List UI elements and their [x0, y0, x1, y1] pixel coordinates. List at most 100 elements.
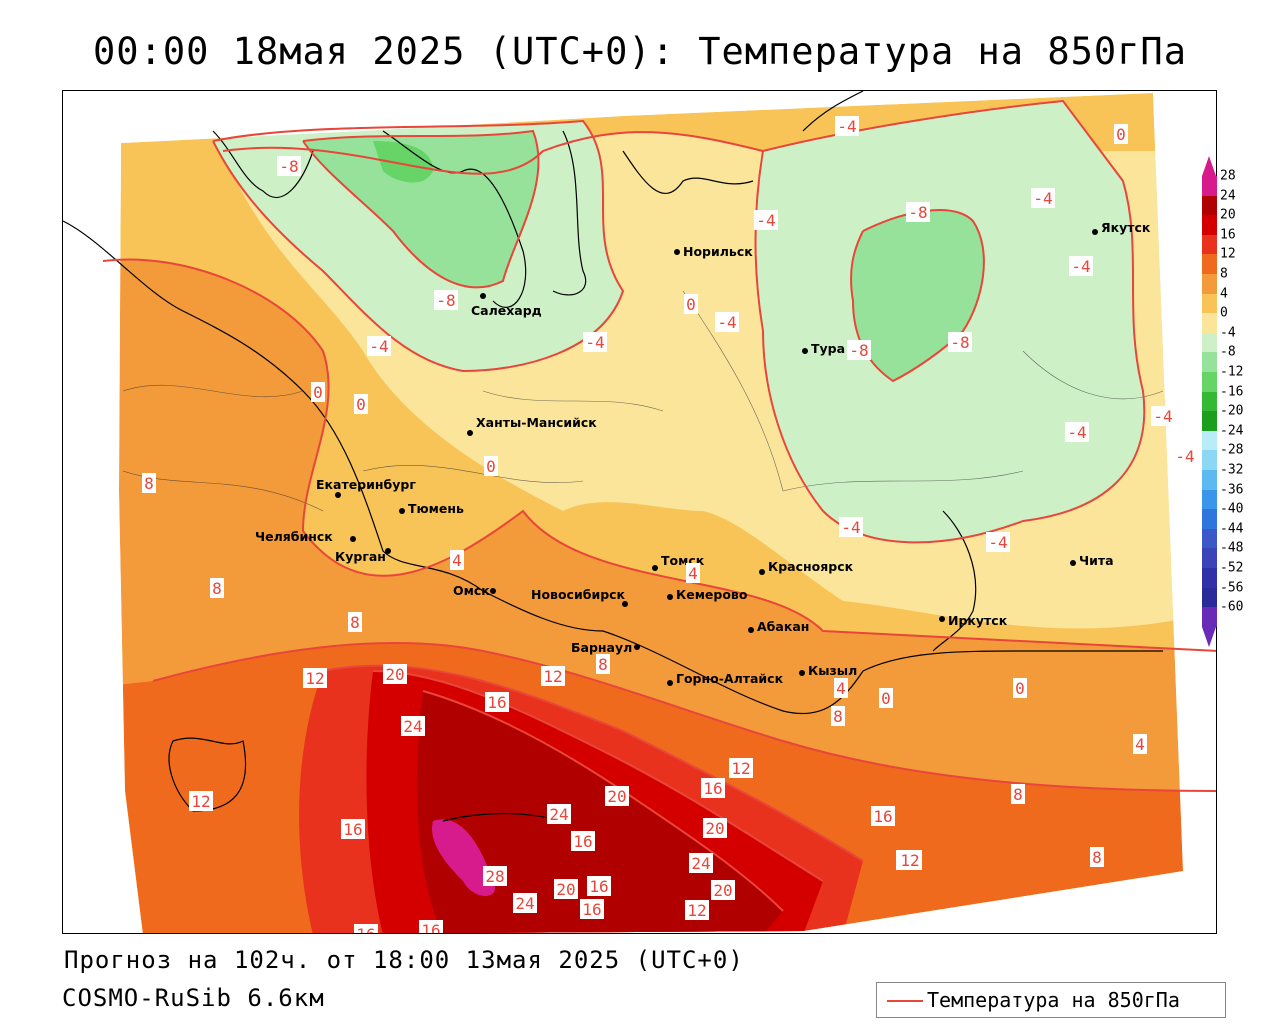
isotherm-label-box	[547, 804, 571, 824]
isotherm-label-box	[729, 758, 753, 778]
isotherm-label-box	[847, 340, 871, 360]
scale-cell	[1202, 313, 1217, 333]
isotherm-label: 16	[356, 925, 375, 934]
border-lines	[63, 91, 1163, 822]
isotherm-label: 8	[212, 579, 222, 598]
isotherm-label: 20	[556, 880, 575, 899]
svg-text:Горно-Алтайск: Горно-Алтайск	[676, 671, 784, 686]
svg-text:Екатеринбург: Екатеринбург	[316, 477, 416, 492]
scale-cell	[1202, 195, 1217, 216]
isotherm-label-box	[1031, 188, 1055, 208]
isotherm-label-box	[834, 678, 848, 698]
scale-label: -20	[1220, 403, 1244, 419]
isotherm-label: 8	[833, 707, 843, 726]
isotherm-label: -4	[1153, 407, 1172, 426]
isotherm-label-box	[348, 612, 362, 632]
scale-label: -44	[1220, 521, 1244, 537]
svg-text:Норильск: Норильск	[683, 244, 753, 259]
scale-cell	[1202, 372, 1217, 392]
scale-cell	[1202, 293, 1217, 314]
isotherm-label-box	[754, 210, 778, 230]
scale-cell	[1202, 509, 1217, 529]
isotherm-label: -4	[756, 211, 775, 230]
isotherm-label: -8	[950, 333, 969, 352]
city-markers: Салехард Норильск Якутск Тура Ханты-Манс…	[255, 220, 1151, 686]
isotherm-label: 0	[1116, 125, 1126, 144]
isotherm-label: 4	[452, 551, 462, 570]
scale-cell	[1202, 274, 1217, 294]
city-kyzyl: Кызыл	[799, 663, 857, 678]
isotherm-label-box	[189, 791, 213, 811]
legend-label: Температура на 850гПа	[927, 988, 1180, 1012]
isotherm-label-box	[419, 920, 443, 933]
isotherm-label: 0	[881, 689, 891, 708]
svg-text:Тура: Тура	[811, 341, 845, 356]
isotherm-label: -4	[717, 313, 736, 332]
scale-label: -48	[1220, 540, 1244, 556]
city-kurgan: Курган	[335, 548, 391, 564]
scale-label: 16	[1220, 227, 1236, 243]
scale-label: 12	[1220, 246, 1236, 262]
city-yakutsk: Якутск	[1092, 220, 1151, 235]
city-omsk: Омск	[453, 583, 496, 598]
svg-text:Иркутск: Иркутск	[948, 613, 1008, 628]
svg-text:Челябинск: Челябинск	[255, 529, 333, 544]
isotherm-label-box	[210, 578, 224, 598]
svg-text:Ханты-Мансийск: Ханты-Мансийск	[476, 415, 597, 430]
isotherm-label-box	[1090, 847, 1104, 867]
isotherm-label-box	[277, 156, 301, 176]
scale-cell	[1202, 215, 1217, 235]
scale-cell	[1202, 587, 1217, 608]
isotherm-label: -4	[837, 117, 856, 136]
svg-text:Кемерово: Кемерово	[676, 587, 748, 602]
isotherm-label-box	[1133, 734, 1147, 754]
isotherm-label-box	[1011, 784, 1025, 804]
isotherm-label-box	[711, 880, 735, 900]
isotherm-label: 20	[705, 819, 724, 838]
color-scale	[1200, 156, 1280, 690]
map-canvas: Салехард Норильск Якутск Тура Ханты-Манс…	[63, 91, 1216, 934]
isotherm-label: 16	[589, 877, 608, 896]
city-norilsk: Норильск	[674, 244, 753, 259]
isotherm-label-box	[1173, 446, 1197, 466]
isotherm-label: 12	[731, 759, 750, 778]
svg-text:Тюмень: Тюмень	[408, 501, 464, 516]
isotherm-label-box	[948, 332, 972, 352]
isotherm-label-box	[898, 850, 922, 870]
city-barnaul: Барнаул	[571, 640, 640, 655]
isotherm-label-box	[686, 563, 700, 583]
isotherm-label-box	[715, 312, 739, 332]
isotherm-label: 16	[487, 693, 506, 712]
city-tyumen: Тюмень	[399, 501, 464, 516]
isotherm-label: -4	[1175, 447, 1194, 466]
scale-label: -32	[1220, 462, 1244, 478]
isotherm-label-box	[485, 692, 509, 712]
isotherm-label: -4	[988, 533, 1007, 552]
isotherm-label-box	[684, 294, 698, 314]
scale-label: -4	[1220, 325, 1236, 341]
city-kemerovo: Кемерово	[667, 587, 748, 602]
model-name: COSMO-RuSib 6.6км	[62, 984, 325, 1012]
scale-cell	[1202, 411, 1217, 431]
isotherm-label: -8	[908, 203, 927, 222]
isotherm-label-box	[685, 900, 709, 920]
isotherm-label: -8	[436, 291, 455, 310]
scale-label: 8	[1220, 266, 1228, 282]
scale-cell	[1202, 254, 1217, 274]
isotherm-label-box	[303, 668, 327, 688]
isotherm-label: 8	[1013, 785, 1023, 804]
svg-text:Красноярск: Красноярск	[768, 559, 854, 574]
isotherm-label-box	[831, 706, 845, 726]
isotherm-label-box	[541, 666, 565, 686]
isotherm-label: -4	[1071, 257, 1090, 276]
isotherm-label-box	[689, 853, 713, 873]
isotherm-label-box	[513, 893, 537, 913]
scale-cell	[1202, 489, 1217, 510]
isotherm-label-box	[986, 532, 1010, 552]
isotherm-label-box	[703, 818, 727, 838]
city-tura: Тура	[802, 341, 845, 356]
isotherm-label: 0	[686, 295, 696, 314]
svg-text:Абакан: Абакан	[757, 619, 809, 634]
isotherm-label-box	[906, 202, 930, 222]
isotherm-label-box	[142, 473, 156, 493]
